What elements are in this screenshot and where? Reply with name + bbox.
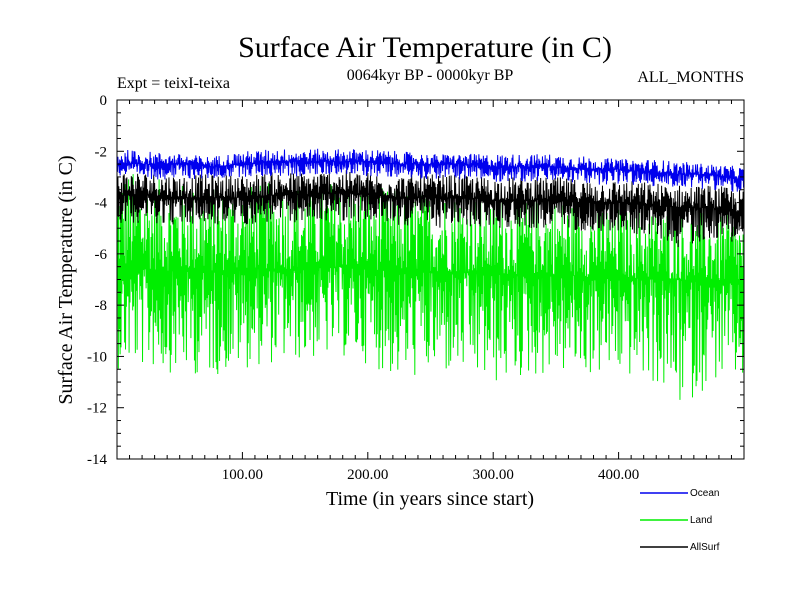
x-tick-label: 400.00 <box>598 467 639 483</box>
series-line-ocean <box>116 148 745 192</box>
x-tick-label: 300.00 <box>473 467 514 483</box>
legend-label-ocean: Ocean <box>690 488 719 499</box>
series-line-allsurf <box>116 170 745 248</box>
y-tick-label: -10 <box>87 349 107 365</box>
y-tick-label: -4 <box>95 196 108 212</box>
axis-tick-labels: 100.00 200.00 300.00 400.00 0 -2 -4 -6 -8 -10 -12 -… <box>87 93 639 483</box>
y-tick-label: 0 <box>100 93 108 109</box>
experiment-label: Expt = teixI-teixa <box>117 75 230 92</box>
series-line-land <box>116 174 745 400</box>
plot-area <box>116 148 745 400</box>
legend-label-land: Land <box>690 515 712 526</box>
y-tick-label: -2 <box>95 144 108 160</box>
x-axis-label: Time (in years since start) <box>326 488 534 510</box>
series-layer <box>116 148 745 400</box>
legend: Ocean Land AllSurf <box>640 488 720 553</box>
months-label: ALL_MONTHS <box>637 69 744 86</box>
x-tick-label: 100.00 <box>222 467 263 483</box>
x-tick-label: 200.00 <box>347 467 388 483</box>
y-tick-label: -6 <box>95 247 108 263</box>
y-axis-label: Surface Air Temperature (in C) <box>55 155 77 404</box>
chart-title: Surface Air Temperature (in C) <box>238 31 612 64</box>
y-tick-label: -14 <box>87 452 107 468</box>
chart-subtitle: 0064kyr BP - 0000kyr BP <box>347 67 514 84</box>
y-tick-label: -8 <box>95 298 108 314</box>
legend-label-allsurf: AllSurf <box>690 542 720 553</box>
y-tick-label: -12 <box>87 401 107 417</box>
axis-ticks <box>117 100 744 459</box>
